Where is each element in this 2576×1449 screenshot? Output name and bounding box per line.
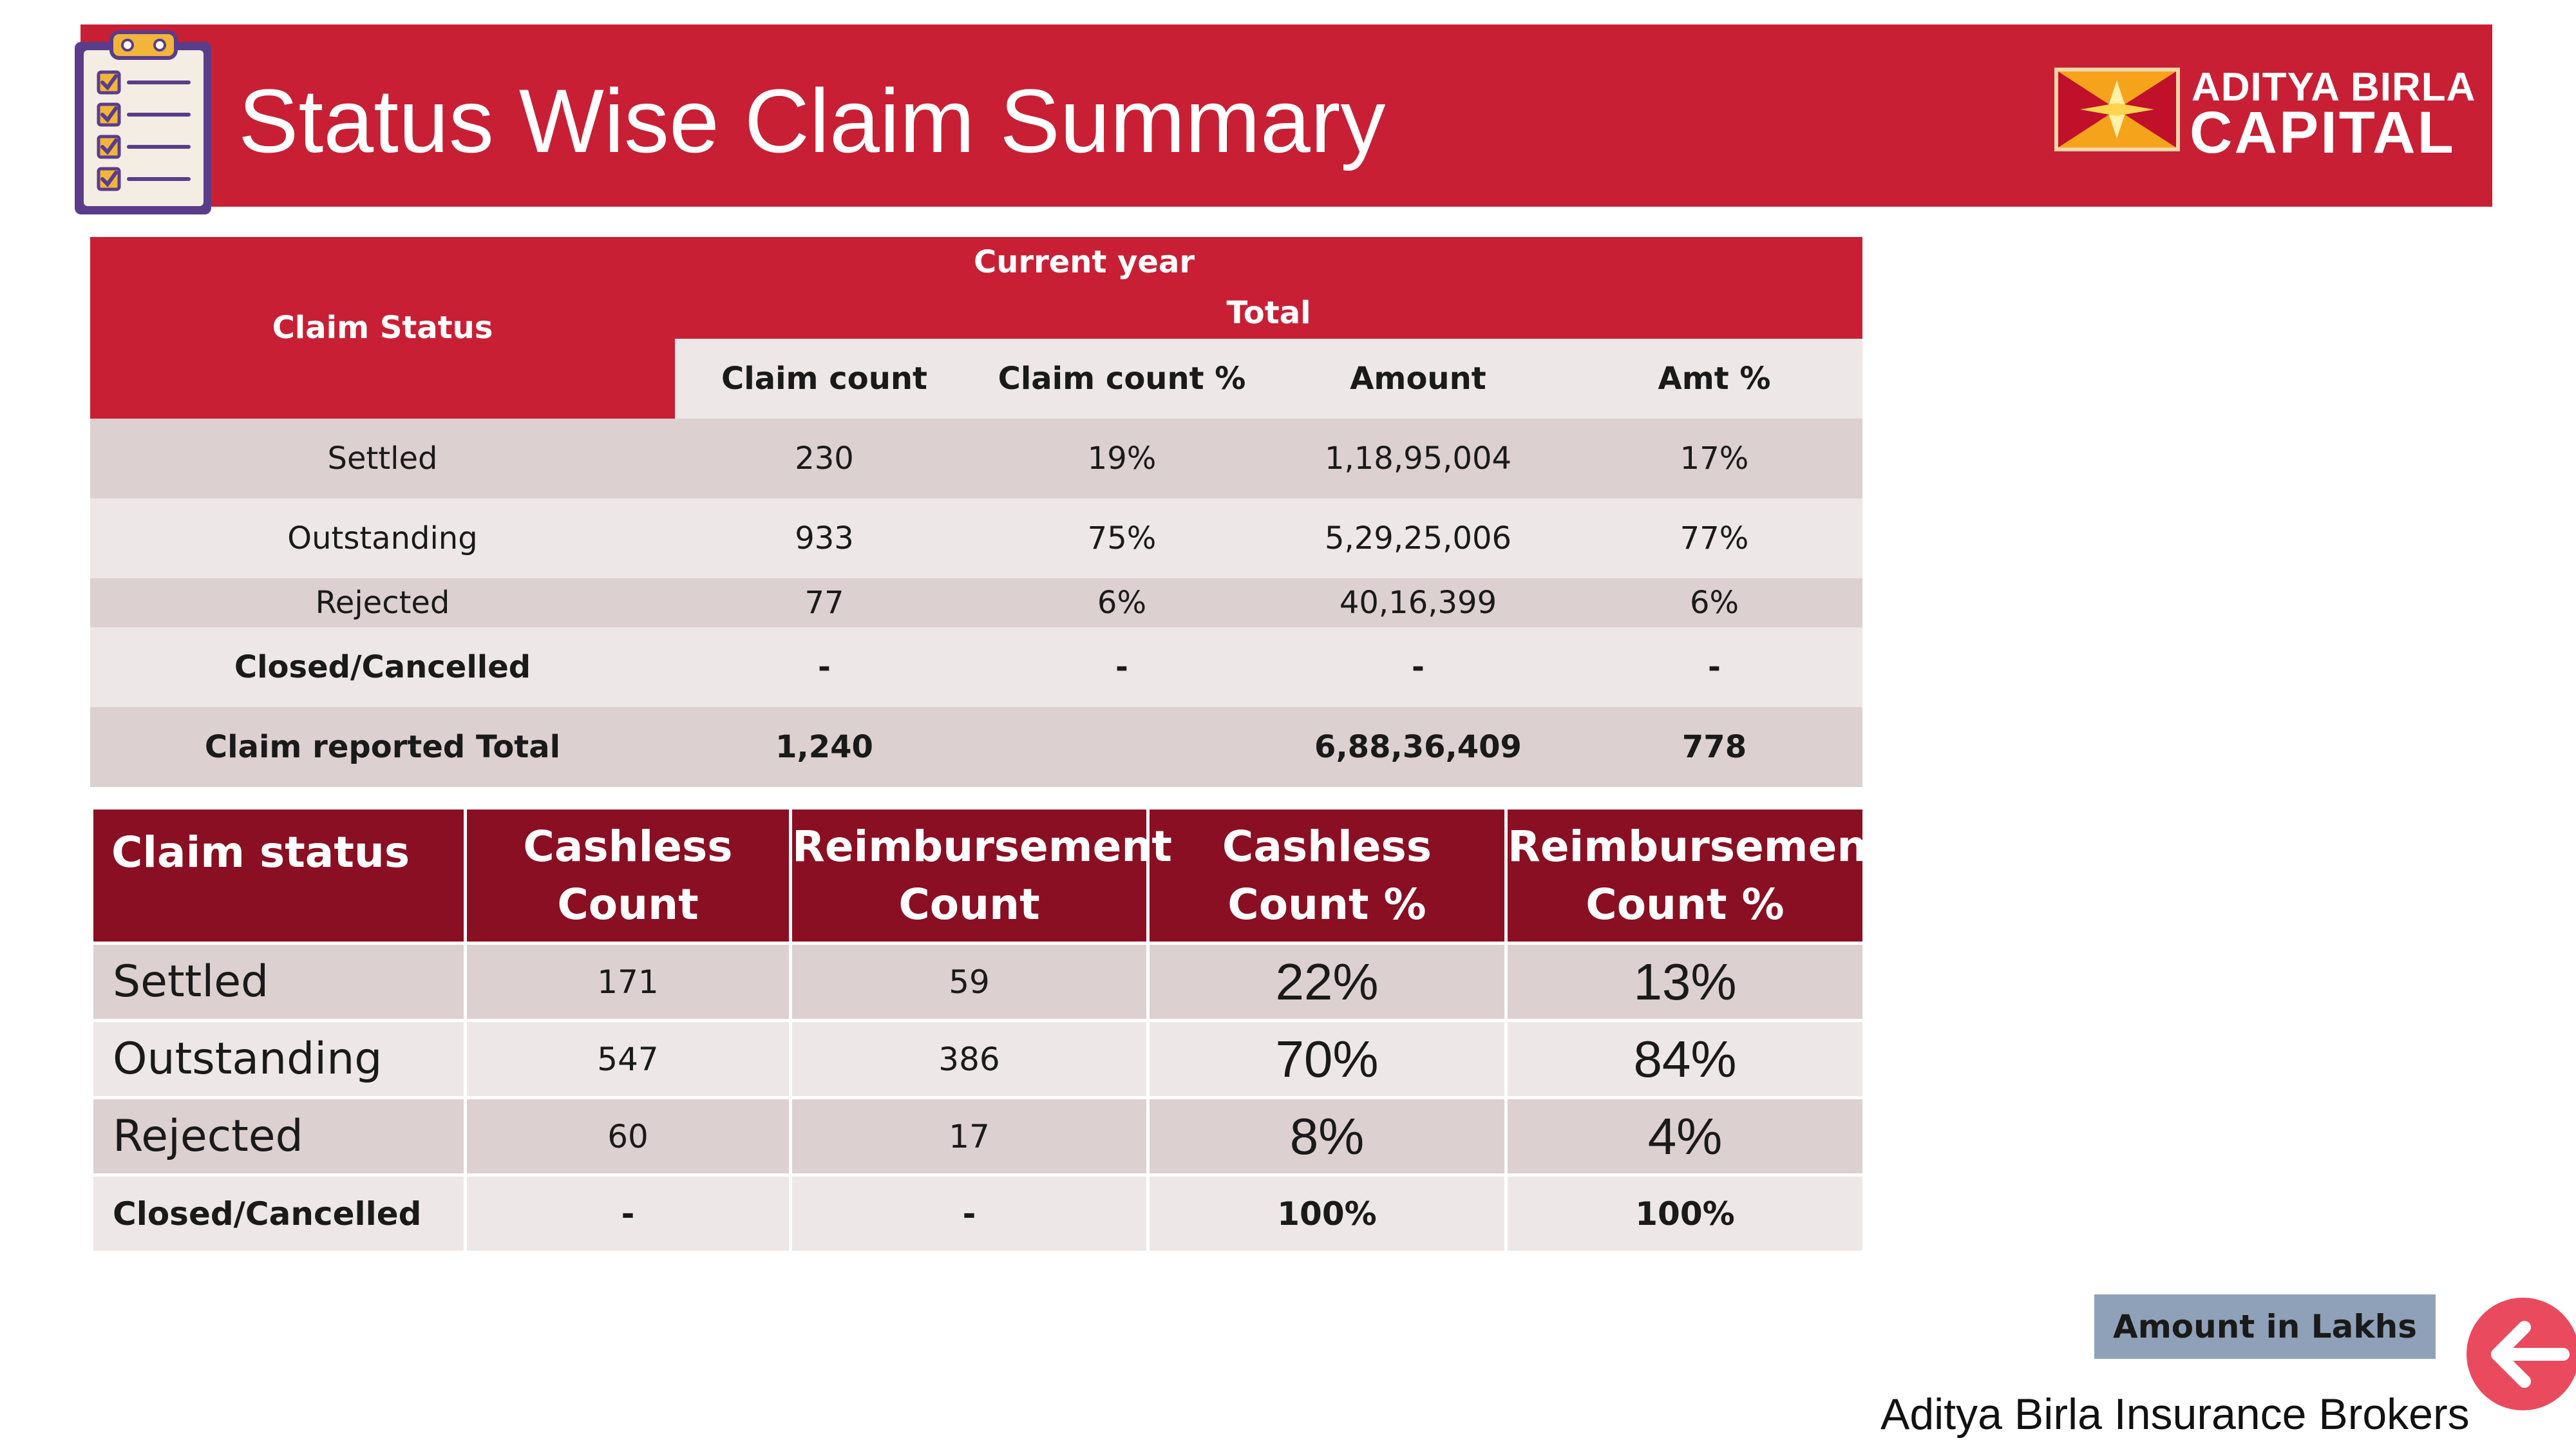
arrow-left-icon (2491, 1321, 2570, 1388)
amount: 6,88,36,409 (1270, 707, 1566, 787)
aditya-birla-capital-logo: ADITYA BIRLA CAPITAL (2054, 68, 2475, 162)
cashless-count: - (464, 1173, 792, 1254)
header-line: Cashless (1222, 821, 1432, 871)
reimbursement-count-pct: 84% (1504, 1019, 1866, 1099)
claim-summary-table: Claim Status Current year Total Claim co… (90, 237, 1863, 787)
table-row: Settled 230 19% 1,18,95,004 17% (90, 419, 1863, 498)
header-line: Reimbursement (1508, 821, 1888, 871)
amt-pct: 6% (1566, 578, 1863, 627)
claim-count-pct: 75% (974, 498, 1270, 578)
reimbursement-count-pct-header: Reimbursement Count % (1504, 806, 1888, 945)
cashless-count: 547 (464, 1019, 792, 1099)
reimbursement-count-pct: 13% (1504, 942, 1866, 1022)
brand-line1: ADITYA BIRLA (2192, 65, 2476, 109)
cashless-count-header: Cashless Count (464, 806, 792, 945)
header-line: Count (557, 879, 699, 929)
claim-status-header: Claim Status (90, 237, 675, 419)
table-row: Closed/Cancelled - - - - (90, 627, 1863, 707)
reimbursement-count-header: Reimbursement Count (789, 806, 1172, 945)
row-status: Claim reported Total (90, 707, 675, 787)
header-line: Reimbursement (792, 821, 1172, 871)
claim-status-header: Claim status (90, 806, 467, 945)
header-line: Count % (1586, 879, 1785, 929)
table-row: Rejected 77 6% 40,16,399 6% (90, 578, 1863, 627)
amt-pct: 17% (1566, 419, 1863, 498)
table-row: Outstanding 933 75% 5,29,25,006 77% (90, 498, 1863, 578)
cashless-count-pct: 100% (1146, 1173, 1508, 1254)
row-status: Settled (90, 942, 467, 1022)
amt-pct: - (1566, 627, 1863, 707)
reimbursement-count: 386 (789, 1019, 1150, 1099)
table-row: Settled 171 59 22% 13% (90, 942, 1866, 1022)
row-status: Closed/Cancelled (90, 1173, 467, 1254)
page-title: Status Wise Claim Summary (238, 70, 1386, 171)
table-row: Closed/Cancelled - - 100% 100% (90, 1173, 1866, 1254)
column-header: Claim count (675, 339, 974, 419)
cashless-reimbursement-table: Claim status Cashless Count Reimbursemen… (90, 806, 1888, 1254)
company-footer: Aditya Birla Insurance Brokers (1880, 1390, 2470, 1439)
claim-count: - (675, 627, 974, 707)
header-line: Count % (1227, 879, 1426, 929)
amount: 40,16,399 (1270, 578, 1566, 627)
back-button[interactable] (2467, 1298, 2576, 1410)
claim-count-pct: 19% (974, 419, 1270, 498)
total-row: Claim reported Total 1,240 6,88,36,409 7… (90, 707, 1863, 787)
cashless-count-pct-header: Cashless Count % (1146, 806, 1508, 945)
clipboard-checklist-icon (75, 30, 211, 214)
claim-count: 933 (675, 498, 974, 578)
amount: 5,29,25,006 (1270, 498, 1566, 578)
claim-count: 230 (675, 419, 974, 498)
header-line: Count (898, 879, 1040, 929)
reimbursement-count-pct: 100% (1504, 1173, 1866, 1254)
column-header: Amt % (1566, 339, 1863, 419)
amount: - (1270, 627, 1566, 707)
claim-count-pct (974, 707, 1270, 787)
reimbursement-count-pct: 4% (1504, 1096, 1866, 1177)
table-row: Outstanding 547 386 70% 84% (90, 1019, 1866, 1099)
cashless-count: 171 (464, 942, 792, 1022)
row-status: Outstanding (90, 1019, 467, 1099)
column-header: Amount (1270, 339, 1566, 419)
reimbursement-count: - (789, 1173, 1150, 1254)
column-header: Claim count % (974, 339, 1270, 419)
amount: 1,18,95,004 (1270, 419, 1566, 498)
aditya-birla-logo-mark (2054, 68, 2180, 151)
cashless-count-pct: 22% (1146, 942, 1508, 1022)
reimbursement-count: 17 (789, 1096, 1150, 1177)
brand-line2: CAPITAL (2190, 100, 2456, 166)
table-row: Rejected 60 17 8% 4% (90, 1096, 1866, 1177)
row-status: Outstanding (90, 498, 675, 578)
current-year-header: Current year (675, 237, 1863, 287)
cashless-count-pct: 8% (1146, 1096, 1508, 1177)
reimbursement-count: 59 (789, 942, 1150, 1022)
row-status: Closed/Cancelled (90, 627, 675, 707)
claim-count-pct: 6% (974, 578, 1270, 627)
claim-count-pct: - (974, 627, 1270, 707)
cashless-count-pct: 70% (1146, 1019, 1508, 1099)
amount-unit-note: Amount in Lakhs (2094, 1294, 2436, 1359)
claim-count: 77 (675, 578, 974, 627)
cashless-count: 60 (464, 1096, 792, 1177)
header-line: Cashless (523, 821, 733, 871)
row-status: Rejected (90, 1096, 467, 1177)
amt-pct: 778 (1566, 707, 1863, 787)
row-status: Rejected (90, 578, 675, 627)
total-header: Total (675, 287, 1863, 339)
amt-pct: 77% (1566, 498, 1863, 578)
row-status: Settled (90, 419, 675, 498)
claim-count: 1,240 (675, 707, 974, 787)
